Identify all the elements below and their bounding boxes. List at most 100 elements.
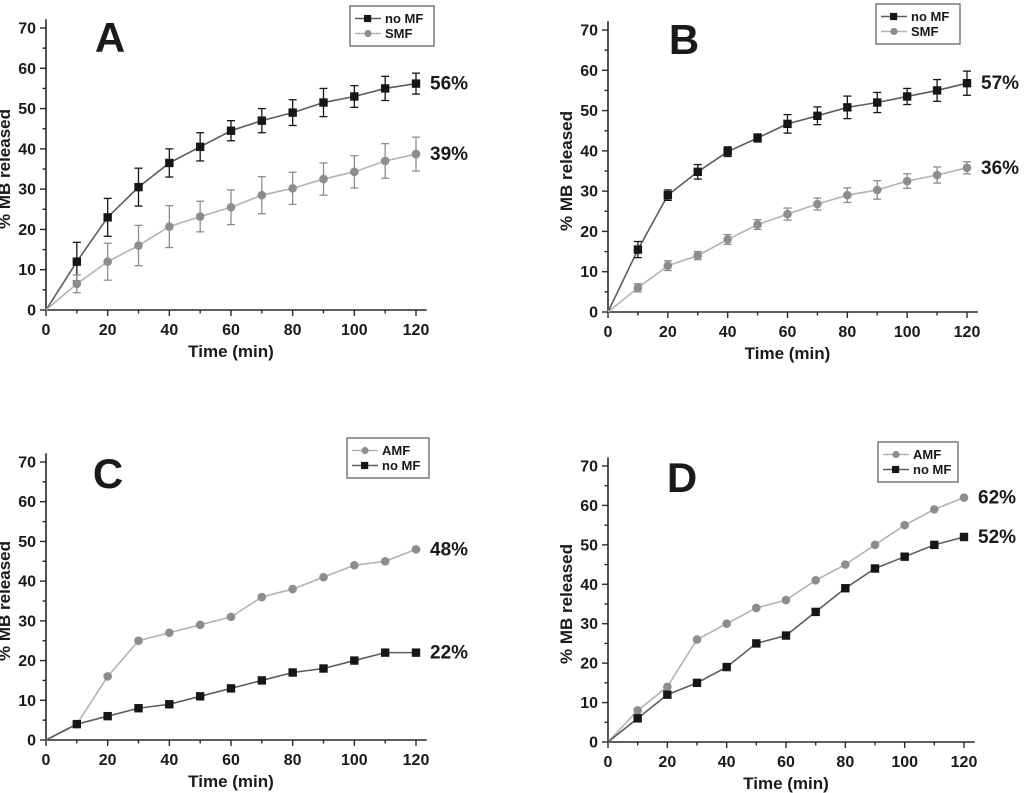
square-marker bbox=[226, 684, 236, 693]
x-tick-label: 0 bbox=[42, 322, 51, 339]
x-tick-label: 40 bbox=[160, 322, 178, 339]
circle-marker bbox=[722, 619, 731, 629]
legend-label: no MF bbox=[911, 9, 949, 24]
series-line bbox=[45, 548, 417, 741]
x-tick-label: 80 bbox=[838, 324, 856, 341]
circle-marker bbox=[752, 603, 761, 613]
end-value-label: 22% bbox=[430, 643, 468, 664]
y-tick-label: 40 bbox=[580, 577, 598, 594]
y-tick-label: 20 bbox=[18, 222, 36, 239]
y-axis-label: % MB released bbox=[557, 111, 576, 231]
x-tick-label: 80 bbox=[836, 754, 854, 771]
circle-marker bbox=[380, 156, 390, 166]
y-tick-label: 40 bbox=[580, 143, 598, 160]
y-tick-label: 10 bbox=[18, 262, 36, 279]
circle-marker bbox=[783, 209, 792, 219]
legend-label: no MF bbox=[385, 11, 423, 26]
legend-box bbox=[877, 441, 959, 483]
circle-marker bbox=[813, 199, 822, 209]
legend-circle-marker bbox=[890, 27, 898, 36]
y-tick-label: 70 bbox=[580, 459, 598, 476]
chart-c: 0 10 20 30 40 50 60 70 0 20 40 60 80 100 120 Time (min)… bbox=[0, 437, 468, 791]
circle-marker bbox=[165, 628, 174, 638]
y-tick-label: 60 bbox=[18, 494, 36, 511]
circle-marker bbox=[103, 257, 112, 266]
x-tick-label: 120 bbox=[951, 754, 978, 771]
circle-marker bbox=[693, 251, 703, 260]
square-marker bbox=[752, 639, 761, 648]
x-tick-label: 120 bbox=[403, 752, 430, 769]
panel-b: 0 10 20 30 40 50 60 70 0 20 40 60 80 100 120 Time (min)… bbox=[512, 0, 1024, 396]
circle-marker bbox=[900, 520, 909, 530]
end-value-label: 57% bbox=[981, 73, 1019, 94]
panel-letter: A bbox=[95, 14, 125, 61]
circle-marker bbox=[870, 540, 880, 550]
circle-marker bbox=[165, 222, 174, 231]
chart-a: 0 10 20 30 40 50 60 70 0 20 40 60 80 100 120 Time (min)… bbox=[0, 5, 468, 361]
square-marker bbox=[693, 167, 702, 177]
ticks bbox=[40, 27, 417, 316]
chart-d: 0 10 20 30 40 50 60 70 0 20 40 60 80 100 120 Time (min)… bbox=[557, 441, 1016, 793]
square-marker bbox=[841, 584, 850, 593]
x-axis-label: Time (min) bbox=[743, 774, 829, 793]
series-smf bbox=[45, 136, 421, 311]
x-tick-label: 60 bbox=[779, 324, 797, 341]
circle-marker bbox=[930, 505, 939, 514]
y-tick-label: 50 bbox=[580, 103, 598, 120]
square-marker bbox=[962, 78, 972, 88]
square-marker bbox=[165, 158, 174, 168]
y-tick-label: 60 bbox=[580, 498, 598, 515]
x-tick-label: 100 bbox=[341, 752, 368, 769]
x-tick-label: 40 bbox=[719, 324, 737, 341]
circle-marker bbox=[633, 706, 642, 715]
legend-label: no MF bbox=[382, 458, 420, 473]
circle-marker bbox=[959, 493, 969, 502]
circle-marker bbox=[226, 202, 236, 212]
circle-marker bbox=[257, 190, 267, 200]
legend-circle-marker bbox=[364, 29, 372, 38]
circle-marker bbox=[319, 572, 328, 582]
circle-marker bbox=[257, 592, 267, 602]
panel-letter: C bbox=[93, 450, 123, 497]
x-tick-label: 0 bbox=[604, 754, 613, 771]
y-tick-label: 60 bbox=[580, 63, 598, 80]
x-tick-label: 100 bbox=[341, 322, 368, 339]
y-tick-label: 70 bbox=[580, 23, 598, 40]
ticks bbox=[602, 29, 968, 318]
x-tick-label: 80 bbox=[284, 322, 302, 339]
circle-marker bbox=[350, 167, 359, 177]
square-marker bbox=[722, 662, 731, 672]
legend-circle-marker bbox=[361, 446, 369, 455]
circle-marker bbox=[843, 190, 852, 200]
error-bars bbox=[72, 136, 420, 294]
y-tick-label: 20 bbox=[580, 224, 598, 241]
x-tick-label: 20 bbox=[99, 322, 117, 339]
series-smf bbox=[607, 161, 972, 313]
y-tick-label: 0 bbox=[589, 735, 598, 752]
end-value-label: 36% bbox=[981, 158, 1019, 179]
x-tick-label: 100 bbox=[891, 754, 918, 771]
square-marker bbox=[843, 103, 852, 112]
legend-label: AMF bbox=[913, 447, 941, 462]
square-marker bbox=[134, 704, 143, 713]
square-marker bbox=[783, 119, 792, 129]
circle-marker bbox=[753, 220, 762, 229]
y-tick-label: 30 bbox=[18, 613, 36, 630]
series-no-mf bbox=[607, 70, 972, 313]
y-tick-label: 30 bbox=[580, 184, 598, 201]
circle-marker bbox=[723, 235, 732, 244]
end-value-label: 56% bbox=[430, 74, 468, 95]
square-marker bbox=[195, 692, 205, 701]
square-marker bbox=[350, 656, 359, 665]
circle-marker bbox=[841, 560, 850, 569]
legend-square-marker bbox=[361, 461, 369, 470]
circle-marker bbox=[103, 672, 112, 681]
x-tick-label: 80 bbox=[284, 752, 302, 769]
square-marker bbox=[781, 631, 791, 640]
circle-marker bbox=[692, 635, 702, 644]
circle-marker bbox=[781, 595, 791, 605]
series-amf bbox=[607, 493, 969, 743]
square-marker bbox=[411, 79, 421, 88]
